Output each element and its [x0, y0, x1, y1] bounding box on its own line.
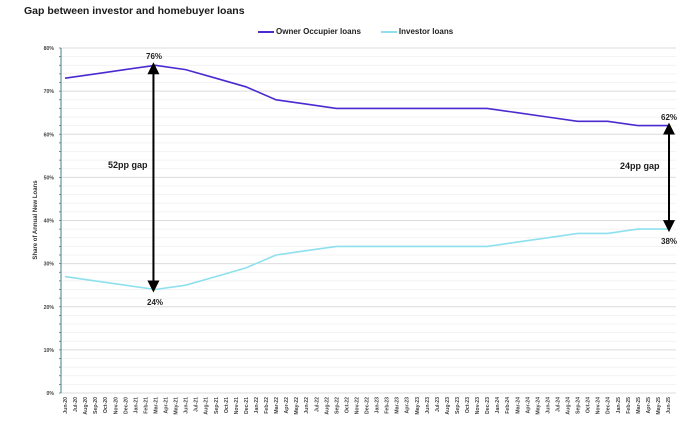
x-tick-label: Aug-22: [324, 397, 330, 415]
y-tick-label: 60%: [44, 132, 55, 138]
x-tick-label: Oct-23: [465, 397, 471, 413]
x-tick-label: Mar-22: [274, 397, 280, 414]
x-tick-label: Jun-25: [666, 397, 672, 414]
y-tick-label: 30%: [44, 262, 55, 268]
x-tick-label: Dec-20: [123, 397, 129, 414]
x-tick-label: May-21: [174, 397, 180, 415]
x-tick-label: Jul-23: [435, 397, 441, 412]
y-axis-label: Share of Annual New Loans: [33, 180, 39, 260]
x-tick-label: Oct-22: [344, 397, 350, 413]
x-tick-label: Apr-22: [284, 397, 290, 414]
x-tick-label: Nov-23: [475, 397, 481, 414]
y-axis: 0% 10% 20% 30% 40% 50% 60% 70% 80%: [44, 46, 62, 397]
x-tick-label: Jan-24: [495, 397, 501, 414]
x-tick-label: Sep-23: [455, 397, 461, 414]
x-tick-label: Nov-24: [596, 397, 602, 414]
x-tick-label: Sep-22: [334, 397, 340, 414]
y-tick-label: 50%: [44, 175, 55, 181]
x-tick-label: Dec-24: [606, 397, 612, 414]
x-tick-label: Jun-20: [63, 397, 69, 414]
y-tick-label: 70%: [44, 89, 55, 95]
x-tick-label: Jan-23: [375, 397, 381, 414]
x-tick-label: Aug-23: [445, 397, 451, 415]
x-tick-label: Sep-24: [576, 397, 582, 414]
y-tick-label: 20%: [44, 305, 55, 311]
x-tick-label: Mar-25: [636, 397, 642, 414]
left-gap-label: 52pp gap: [108, 160, 148, 170]
x-tick-label: Mar-23: [395, 397, 401, 414]
investor-low-label: 24%: [147, 298, 163, 307]
x-tick-label: Aug-21: [204, 397, 210, 415]
x-tick-label: Jun-22: [304, 397, 310, 414]
x-tick-label: May-25: [656, 397, 662, 415]
right-gap-label: 24pp gap: [620, 161, 660, 171]
x-tick-label: Jul-22: [314, 397, 320, 412]
x-tick-label: Jan-25: [616, 397, 622, 414]
gap-arrows: [147, 62, 675, 293]
x-tick-label: Apr-21: [164, 397, 170, 414]
y-tick-label: 40%: [44, 219, 55, 225]
x-tick-label: Dec-22: [365, 397, 371, 414]
y-tick-label: 10%: [44, 348, 55, 354]
x-tick-label: Jan-21: [133, 397, 139, 414]
chart-legend: Owner Occupier loans Investor loans: [258, 27, 453, 36]
legend-label-investor: Investor loans: [398, 27, 454, 36]
x-tick-label: Apr-23: [405, 397, 411, 414]
x-tick-label: Aug-24: [566, 397, 572, 415]
x-tick-label: Feb-25: [626, 397, 632, 414]
x-tick-label: Feb-23: [385, 397, 391, 414]
owner-end-label: 62%: [661, 113, 677, 122]
owner-occupier-line: [64, 64, 668, 127]
x-tick-label: Feb-24: [505, 397, 511, 414]
x-tick-label: Jul-20: [73, 397, 79, 412]
x-tick-label: Mar-24: [515, 397, 521, 414]
x-tick-label: Oct-21: [224, 397, 230, 413]
x-tick-label: Dec-23: [485, 397, 491, 414]
x-tick-label: Oct-20: [103, 397, 109, 413]
owner-peak-label: 76%: [146, 52, 162, 61]
x-tick-label: Mar-21: [153, 397, 159, 414]
x-tick-label: May-23: [415, 397, 421, 415]
legend-swatch-owner: [258, 30, 274, 33]
gridlines: [61, 47, 676, 394]
y-tick-label: 0%: [47, 391, 55, 397]
legend-swatch-investor: [380, 30, 397, 33]
x-tick-label: Jun-23: [425, 397, 431, 414]
x-tick-label: May-22: [294, 397, 300, 415]
x-tick-label: Sep-21: [214, 397, 220, 414]
legend-label-owner: Owner Occupier loans: [276, 27, 361, 36]
x-tick-label: Oct-24: [586, 397, 592, 413]
legend-item-investor: Investor loans: [380, 27, 454, 36]
x-tick-label: Nov-20: [113, 397, 119, 414]
x-tick-label: Nov-22: [354, 397, 360, 414]
chart-title: Gap between investor and homebuyer loans: [24, 5, 245, 17]
x-tick-label: Apr-24: [525, 397, 531, 414]
x-tick-label: Apr-25: [646, 397, 652, 414]
x-tick-label: Jun-21: [184, 397, 190, 414]
x-axis: Jun-20 Jul-20 Aug-20 Sep-20 Oct-20 Nov-20 Dec-…: [63, 397, 672, 415]
y-tick-label: 80%: [44, 46, 55, 52]
legend-item-owner: Owner Occupier loans: [258, 27, 361, 36]
x-tick-label: Nov-21: [234, 397, 240, 414]
x-tick-label: May-24: [535, 397, 541, 415]
x-tick-label: Feb-21: [143, 397, 149, 414]
x-tick-label: Feb-22: [264, 397, 270, 414]
investor-end-label: 38%: [661, 237, 677, 246]
x-tick-label: Jul-21: [194, 397, 200, 412]
x-tick-label: Sep-20: [93, 397, 99, 414]
investor-line: [64, 228, 668, 291]
x-tick-label: Jan-22: [254, 397, 260, 414]
x-tick-label: Jun-24: [545, 397, 551, 414]
x-tick-label: Dec-21: [244, 397, 250, 414]
x-tick-label: Jul-24: [555, 397, 561, 412]
x-tick-label: Aug-20: [83, 397, 89, 415]
